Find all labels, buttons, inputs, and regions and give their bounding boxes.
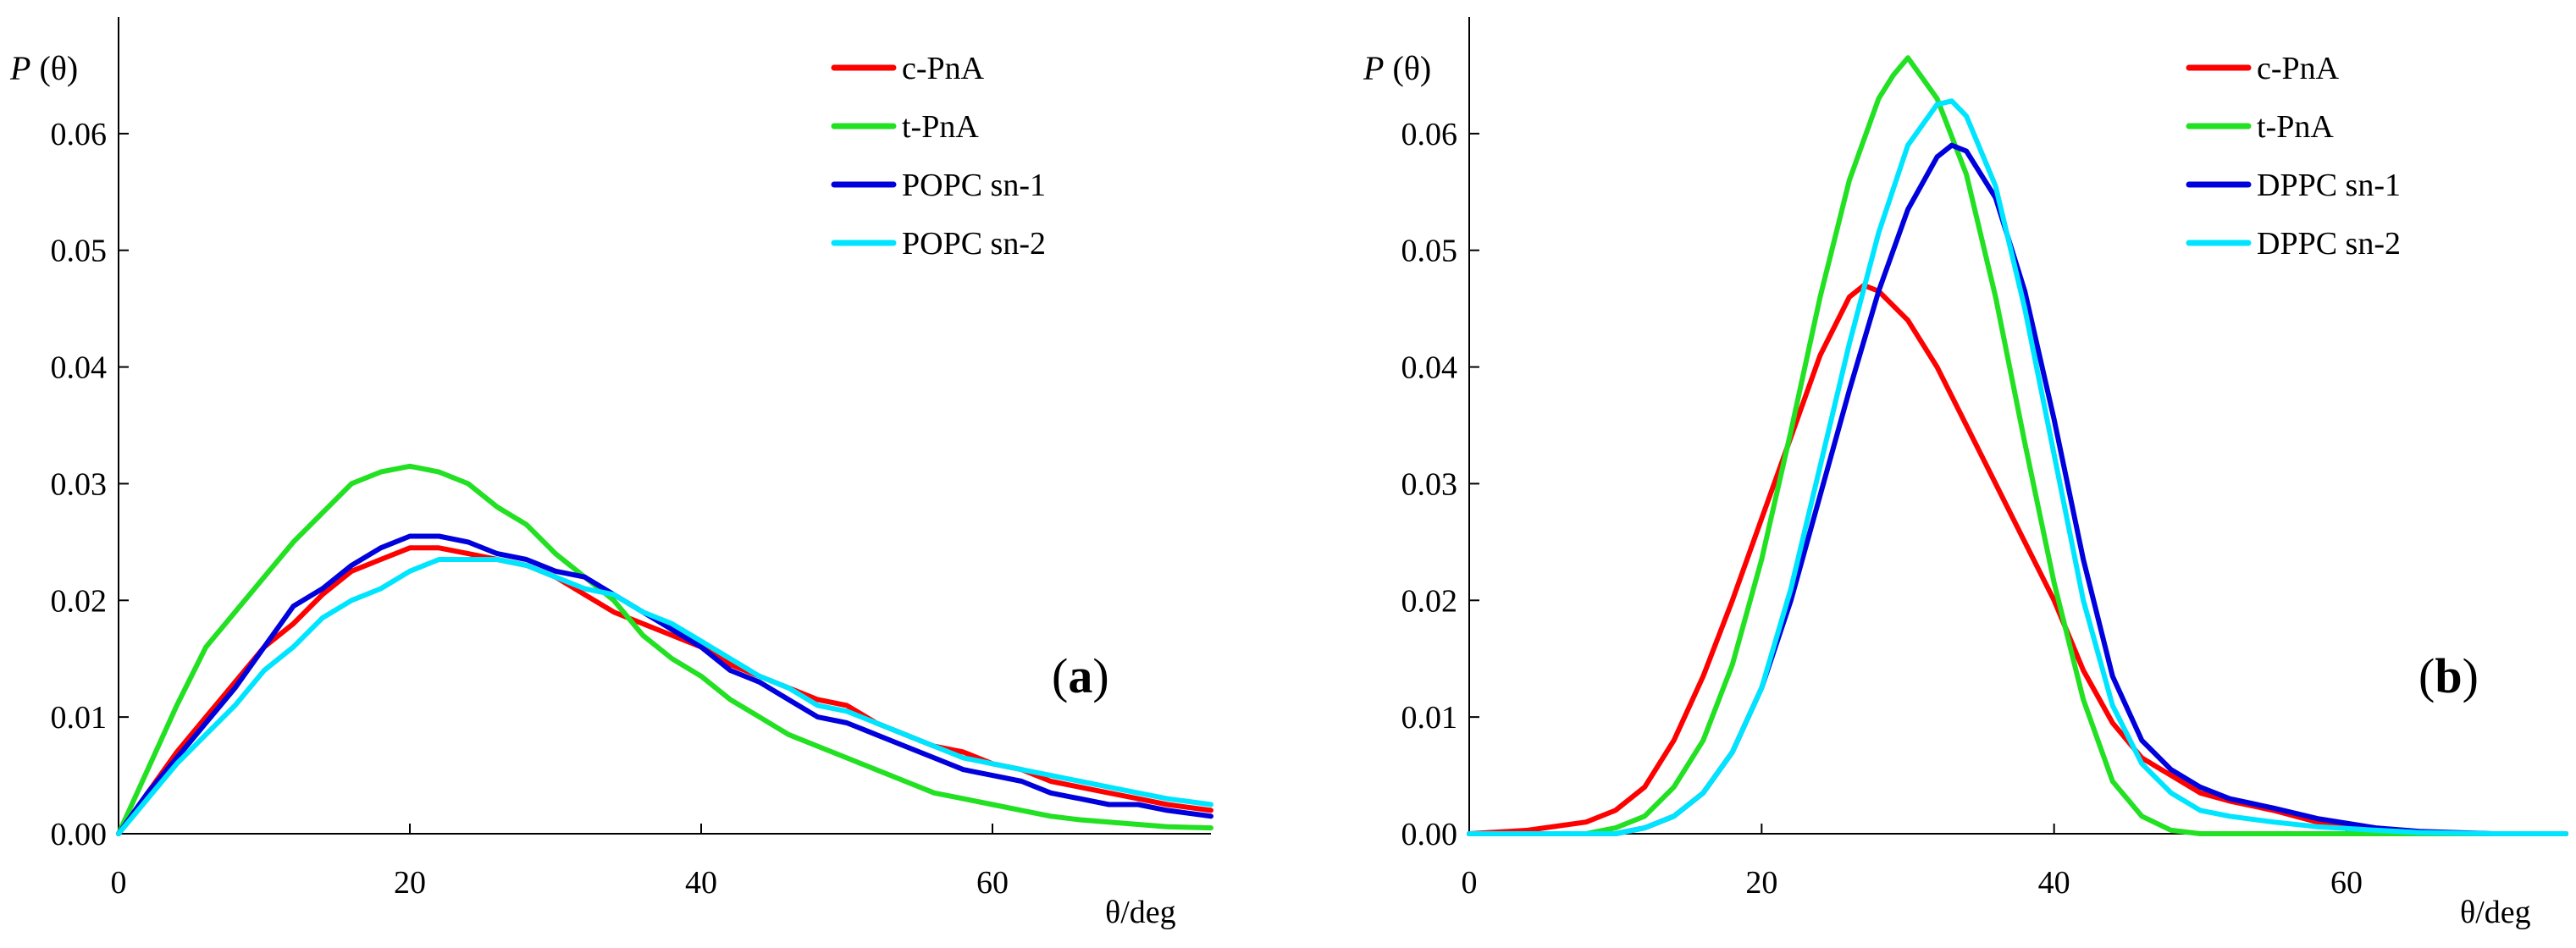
y-axis-label: P (θ) <box>1363 49 1431 87</box>
legend-entry: DPPC sn-2 <box>2257 226 2401 262</box>
panel-label-close: ) <box>2463 648 2479 703</box>
series-line-dppc-sn-2 <box>1467 98 2568 836</box>
series-line-popc-sn-1 <box>116 533 1213 836</box>
x-tick-label: 0 <box>111 865 127 901</box>
series-line-c-pna <box>1467 283 2568 836</box>
panel-label-open: ( <box>1052 648 1068 703</box>
x-tick-label: 40 <box>2038 865 2070 901</box>
legend-entry: POPC sn-2 <box>902 226 1046 262</box>
y-axis-label: P (θ) <box>9 49 78 87</box>
x-tick-label: 60 <box>976 865 1009 901</box>
legend-entry: t-PnA <box>902 109 979 145</box>
x-tick-label: 60 <box>2330 865 2363 901</box>
y-tick-label: 0.04 <box>51 350 108 386</box>
series-line-dppc-sn-1 <box>1467 142 2568 836</box>
series-line-popc-sn-2 <box>116 557 1213 836</box>
y-tick-label: 0.05 <box>1401 234 1458 269</box>
legend-entry: POPC sn-1 <box>902 168 1046 203</box>
panel-label: (b) <box>2418 648 2479 703</box>
y-axis-label-arg: (θ) <box>1384 49 1431 87</box>
y-axis-label-main: P <box>1363 49 1384 87</box>
y-tick-label: 0.01 <box>51 700 108 736</box>
legend-entry: c-PnA <box>2257 51 2340 86</box>
y-tick-label: 0.03 <box>51 466 108 502</box>
panel-label-letter: a <box>1068 648 1092 703</box>
y-axis-label-arg: (θ) <box>30 49 78 87</box>
y-tick-label: 0.00 <box>1401 817 1458 852</box>
y-tick-label: 0.01 <box>1401 700 1458 736</box>
y-tick-label: 0.05 <box>51 234 108 269</box>
legend-entry: DPPC sn-1 <box>2257 168 2401 203</box>
x-tick-label: 20 <box>1745 865 1777 901</box>
x-axis-label: θ/deg <box>2460 895 2531 930</box>
panel-label-open: ( <box>2418 648 2435 703</box>
panel-label-close: ) <box>1092 648 1108 703</box>
chart-panel-a: 0.00 0.01 0.02 0.03 0.04 0.05 0.06 0 20 40 60 P (θ)… <box>9 17 1213 930</box>
y-axis-label-main: P <box>9 49 30 87</box>
x-axis-label: θ/deg <box>1105 895 1176 930</box>
y-tick-label: 0.06 <box>1401 117 1458 152</box>
x-tick-label: 20 <box>394 865 426 901</box>
series-line-t-pna <box>116 463 1213 836</box>
legend-entry: c-PnA <box>902 51 985 86</box>
y-tick-label: 0.03 <box>1401 466 1458 502</box>
y-tick-label: 0.00 <box>51 817 108 852</box>
y-tick-label: 0.04 <box>1401 350 1458 386</box>
y-tick-label: 0.02 <box>1401 583 1458 619</box>
y-tick-label: 0.06 <box>51 117 108 152</box>
legend-entry: t-PnA <box>2257 109 2334 145</box>
chart-panel-b: 0.00 0.01 0.02 0.03 0.04 0.05 0.06 0 20 40 60 P (θ)… <box>1363 17 2568 930</box>
series-line-t-pna <box>1467 55 2568 836</box>
y-tick-label: 0.02 <box>51 583 108 619</box>
panel-label: (a) <box>1052 648 1109 703</box>
panel-label-letter: b <box>2435 648 2462 703</box>
x-tick-label: 40 <box>685 865 717 901</box>
x-tick-label: 0 <box>1462 865 1478 901</box>
